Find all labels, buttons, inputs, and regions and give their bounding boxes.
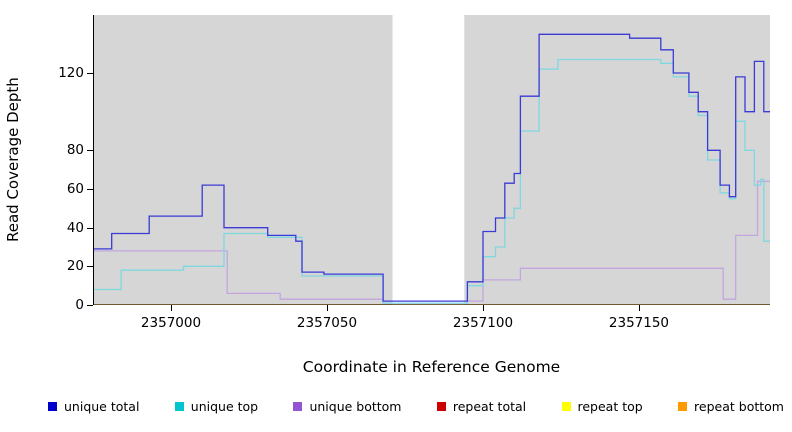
series-line-unique-bottom	[93, 180, 770, 304]
x-tick-label: 2357100	[452, 315, 514, 331]
y-tick-mark	[87, 189, 93, 190]
coverage-gap-band	[392, 15, 465, 305]
legend-swatch-repeat-total	[436, 402, 446, 411]
legend-label: unique bottom	[309, 399, 402, 414]
legend-item-repeat-total: repeat total	[436, 399, 527, 414]
y-axis-label: Read Coverage Depth	[4, 77, 22, 243]
y-tick-label: 120	[58, 65, 84, 81]
legend-label: repeat total	[452, 399, 527, 414]
y-tick-label: 0	[75, 297, 84, 313]
legend-swatch-unique-top	[174, 402, 184, 411]
series-line-unique-total	[93, 33, 770, 302]
legend-label: repeat bottom	[694, 399, 784, 414]
y-tick-label: 60	[66, 181, 84, 197]
y-tick-mark	[87, 73, 93, 74]
y-tick-label: 20	[66, 258, 84, 275]
plot-area	[93, 15, 770, 305]
y-tick-mark	[87, 150, 93, 152]
legend-item-unique-total: unique total	[48, 399, 139, 414]
legend-swatch-unique-bottom	[293, 402, 303, 411]
x-tick-label: 2357000	[140, 315, 202, 331]
y-tick-label: 80	[66, 142, 84, 159]
legend-label: unique top	[190, 399, 259, 414]
legend-item-unique-bottom: unique bottom	[293, 399, 402, 414]
legend-item-repeat-bottom: repeat bottom	[678, 399, 784, 414]
x-tick-mark	[638, 305, 640, 311]
legend: unique total unique top unique bottom repea…	[48, 399, 784, 414]
legend-swatch-repeat-top	[561, 402, 571, 411]
y-tick-mark	[87, 305, 93, 306]
x-tick-label: 2357150	[608, 315, 670, 331]
legend-label: unique total	[64, 399, 140, 414]
x-tick-label: 2357050	[296, 315, 358, 331]
y-tick-mark	[87, 227, 93, 229]
plot-svg	[93, 15, 770, 305]
legend-item-repeat-top: repeat top	[561, 399, 643, 414]
y-tick-label: 40	[66, 219, 84, 236]
y-tick-mark	[87, 266, 93, 268]
legend-label: repeat top	[577, 399, 643, 414]
legend-item-unique-top: unique top	[174, 399, 259, 414]
x-tick-mark	[482, 305, 484, 311]
x-tick-mark	[170, 305, 172, 311]
x-tick-mark	[326, 305, 328, 311]
legend-swatch-repeat-bottom	[678, 402, 688, 411]
legend-swatch-unique-total	[48, 402, 57, 411]
x-axis-label: Coordinate in Reference Genome	[302, 358, 561, 376]
